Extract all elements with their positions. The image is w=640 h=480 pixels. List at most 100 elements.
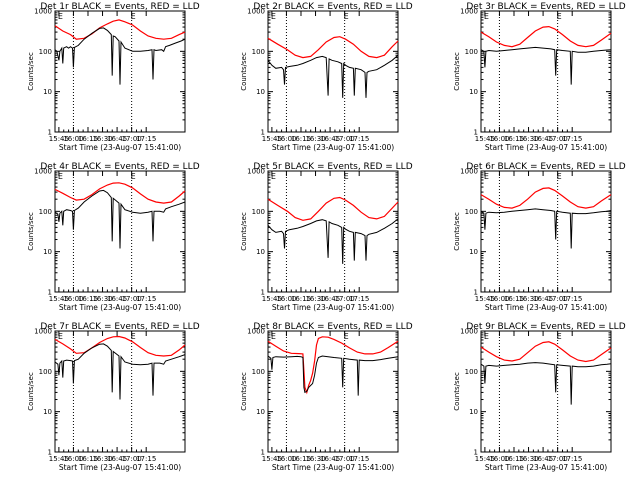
plot-frame [267,170,399,293]
event-rate-line [480,362,612,405]
x-tick-label: 16:00 [63,135,83,143]
event-marker: E [557,172,562,181]
plot-frame [267,10,399,133]
x-tick-label: 17:00 [548,135,568,143]
event-marker: E [344,12,349,21]
event-marker: E [484,172,489,181]
panel-det-7: Det 7r BLACK = Events, RED = LLD 1 10 100 10… [27,322,200,472]
event-rate-line [267,355,399,396]
event-marker: E [344,332,349,341]
lld-rate-line [54,182,186,204]
event-marker: E [271,12,276,21]
y-tick-label: 1000 [34,168,52,176]
panel-det-4: Det 4r BLACK = Events, RED = LLD 1 10 100 10… [27,162,200,312]
y-tick-label: 1000 [247,168,265,176]
event-marker: E [557,12,562,21]
panel-title: Det 2r BLACK = Events, RED = LLD [253,2,412,12]
x-tick-label: 15:45 [475,455,495,463]
x-tick-label: 15:45 [49,135,69,143]
lld-rate-line [267,36,399,59]
x-tick-label: 16:30 [92,455,112,463]
event-rate-line [54,343,186,400]
y-tick-label: 100 [465,48,478,56]
x-tick-label: 16:30 [92,295,112,303]
event-rate-line [267,54,399,98]
y-tick-label: 100 [39,48,52,56]
lld-rate-line [267,196,399,221]
y-tick-label: 1000 [460,168,478,176]
x-axis-label: Start Time (23-Aug-07 15:41:00) [272,303,394,312]
y-tick-label: 1 [48,289,52,297]
y-tick-label: 10 [469,408,478,416]
x-axis-label: Start Time (23-Aug-07 15:41:00) [485,303,607,312]
event-marker: E [484,332,489,341]
event-rate-line [480,208,612,249]
event-marker: E [131,172,136,181]
panel-title: Det 3r BLACK = Events, RED = LLD [466,2,625,12]
plot-frame [267,330,399,453]
y-tick-label: 1000 [460,8,478,16]
x-axis-label: Start Time (23-Aug-07 15:41:00) [59,463,181,472]
y-axis-label: Counts/sec [240,52,248,91]
y-tick-label: 100 [252,48,265,56]
x-axis-label: Start Time (23-Aug-07 15:41:00) [272,463,394,472]
x-tick-label: 15:45 [262,135,282,143]
lld-rate-line [267,336,399,395]
y-tick-label: 1 [48,129,52,137]
x-tick-label: 16:45 [320,135,340,143]
x-tick-label: 16:30 [92,135,112,143]
event-marker: E [271,332,276,341]
panel-det-9: Det 9r BLACK = Events, RED = LLD 1 10 100 10… [453,322,626,472]
x-axis-label: Start Time (23-Aug-07 15:41:00) [272,143,394,152]
y-tick-label: 100 [465,368,478,376]
x-tick-label: 16:00 [489,135,509,143]
panel-det-2: Det 2r BLACK = Events, RED = LLD 1 10 100 10… [240,2,413,152]
x-axis-label: Start Time (23-Aug-07 15:41:00) [59,143,181,152]
y-axis-label: Counts/sec [27,372,35,411]
x-tick-label: 16:30 [518,295,538,303]
x-tick-label: 16:15 [291,295,311,303]
lld-rate-line [54,335,186,357]
x-tick-label: 16:45 [533,455,553,463]
y-tick-label: 10 [256,408,265,416]
x-tick-label: 17:00 [548,295,568,303]
plot-frame [480,170,612,293]
x-tick-label: 16:45 [320,455,340,463]
event-marker: E [271,172,276,181]
x-tick-label: 17:00 [122,135,142,143]
event-marker: E [58,172,63,181]
x-tick-label: 16:45 [107,135,127,143]
panel-title: Det 1r BLACK = Events, RED = LLD [40,2,199,12]
event-marker: E [131,12,136,21]
x-tick-label: 16:30 [518,455,538,463]
x-tick-label: 17:15 [349,295,369,303]
y-axis-label: Counts/sec [453,212,461,251]
x-tick-label: 17:00 [335,295,355,303]
y-tick-label: 1000 [34,328,52,336]
x-tick-label: 16:45 [533,135,553,143]
x-axis-label: Start Time (23-Aug-07 15:41:00) [485,463,607,472]
y-tick-label: 1 [261,129,265,137]
y-tick-label: 10 [43,88,52,96]
y-tick-label: 1 [261,449,265,457]
y-tick-label: 1 [48,449,52,457]
x-tick-label: 15:45 [475,135,495,143]
plot-frame [54,170,186,293]
y-tick-label: 1 [474,449,478,457]
x-tick-label: 16:15 [504,455,524,463]
event-rate-line [54,27,186,85]
x-tick-label: 17:00 [335,455,355,463]
x-tick-label: 16:15 [291,455,311,463]
event-marker: E [58,332,63,341]
y-axis-label: Counts/sec [240,372,248,411]
lld-rate-line [480,187,612,209]
panel-title: Det 9r BLACK = Events, RED = LLD [466,322,625,332]
x-tick-label: 15:45 [262,295,282,303]
y-tick-label: 1000 [460,328,478,336]
x-tick-label: 16:45 [107,455,127,463]
x-tick-label: 17:15 [562,295,582,303]
y-tick-label: 100 [39,368,52,376]
x-tick-label: 17:15 [349,135,369,143]
x-tick-label: 15:45 [49,455,69,463]
y-tick-label: 1000 [247,8,265,16]
